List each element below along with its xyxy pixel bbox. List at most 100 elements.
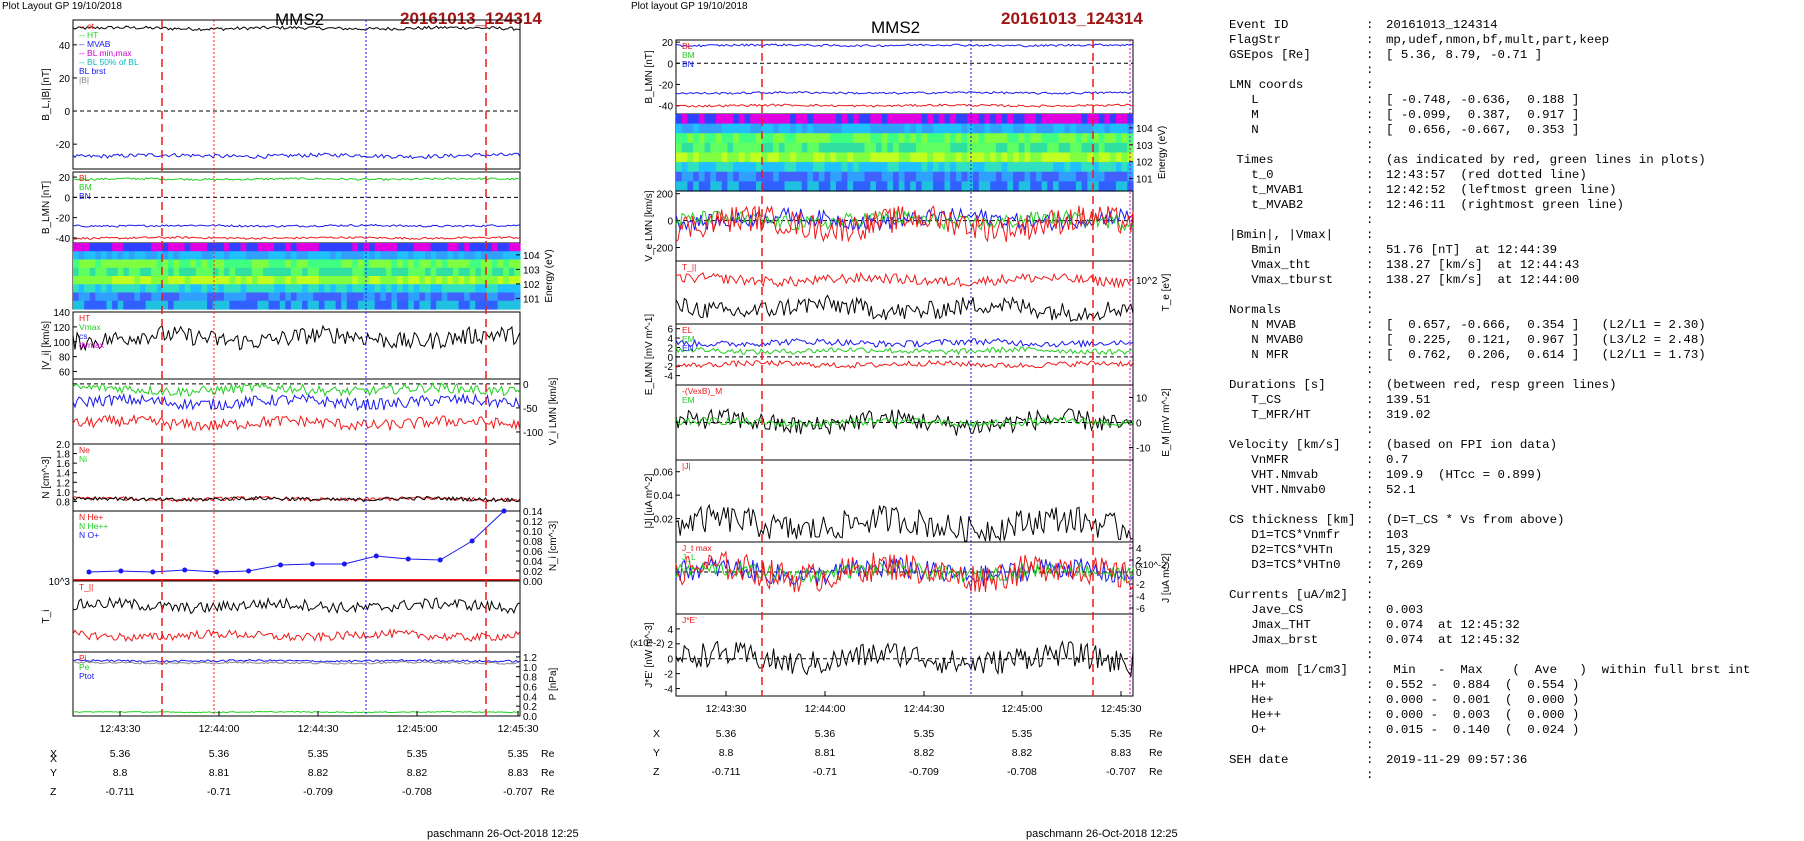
spectrogram-cell xyxy=(313,300,320,310)
right-footer: paschmann 26-Oct-2018 12:25 xyxy=(1026,828,1178,840)
spectrogram-cell xyxy=(195,300,203,310)
spectrogram-cell xyxy=(184,251,191,261)
spectrogram-cell xyxy=(904,123,911,134)
spectrogram-cell xyxy=(933,133,940,144)
spectrogram-cell xyxy=(904,142,911,154)
spectrogram-cell xyxy=(190,276,197,285)
panel-R4: 10^2 T_e [eV]T_|| xyxy=(675,260,1172,325)
spectrogram-cell xyxy=(313,267,320,277)
spectrogram-cell xyxy=(961,181,968,192)
tick-label: -4 xyxy=(1136,592,1145,603)
spectrogram-cell xyxy=(853,162,860,173)
spectrogram-cell xyxy=(156,300,163,310)
spectrogram-cell xyxy=(1115,142,1123,154)
spectrogram-cell xyxy=(173,276,180,285)
spectrogram-cell xyxy=(497,284,504,294)
spectrogram-cell xyxy=(995,142,1003,154)
spectrogram-cell xyxy=(698,152,706,163)
spectrogram-cell xyxy=(881,142,888,154)
spectrogram-cell xyxy=(967,123,974,134)
spectrogram-cell xyxy=(84,267,91,277)
info-value: 12:43:57 (red dotted line) xyxy=(1386,168,1587,182)
spectrogram-cell xyxy=(738,114,746,125)
spectrogram-cell xyxy=(251,259,258,269)
spectrogram-cell xyxy=(380,300,387,310)
tick-label: -4 xyxy=(664,372,673,383)
spectrogram-cell xyxy=(1070,181,1077,192)
spectrogram-cell xyxy=(1127,133,1134,144)
spectrogram-cell xyxy=(693,171,700,182)
spectrogram-cell xyxy=(78,259,85,269)
coord-value: 5.35 xyxy=(914,728,935,740)
info-colon: : xyxy=(1366,108,1374,122)
spectrogram-cell xyxy=(436,284,443,294)
spectrogram-cell xyxy=(251,300,258,310)
spectrogram-cell xyxy=(755,114,763,125)
spectrogram-cell xyxy=(464,259,471,269)
spectrogram-cell xyxy=(296,251,303,261)
spectrogram-cell xyxy=(944,133,951,144)
spectrogram-cell xyxy=(480,267,488,277)
tick-label: 4 xyxy=(1136,544,1142,555)
series-T_perp xyxy=(675,294,1134,322)
spectrogram-cell xyxy=(162,243,169,252)
left-event-title: 20161013_124314 xyxy=(400,9,542,28)
info-row: N MVAB0:[ 0.225, 0.121, 0.967 ] (L3/L2 =… xyxy=(1229,333,1789,348)
spectrogram-cell xyxy=(106,292,113,302)
spectrogram-cell xyxy=(430,292,437,302)
panel-frame xyxy=(675,613,1134,697)
spectrogram-cell xyxy=(503,259,510,269)
spectrogram-cell xyxy=(681,171,689,182)
info-row: : xyxy=(1229,648,1789,663)
spectrogram-cell xyxy=(184,300,191,310)
info-colon: : xyxy=(1366,663,1374,677)
spectrogram-cell xyxy=(458,300,465,310)
spectrogram-cell xyxy=(995,152,1003,163)
series-Pe xyxy=(72,710,521,714)
spectrogram-cell xyxy=(78,276,85,285)
spectrogram-cell xyxy=(773,123,780,134)
spectrogram-cell xyxy=(921,142,928,154)
spectrogram-cell xyxy=(179,267,186,277)
spectrogram-cell xyxy=(738,133,746,144)
info-colon: : xyxy=(1366,318,1374,332)
info-key: Normals xyxy=(1229,303,1282,317)
info-colon: : xyxy=(1366,153,1374,167)
spectrogram-cell xyxy=(106,243,113,252)
info-row: GSEpos [Re]:[ 5.36, 8.79, -0.71 ] xyxy=(1229,48,1789,63)
tick-label: -100 xyxy=(523,428,543,439)
spectrogram-cell xyxy=(447,267,454,277)
spectrogram-cell xyxy=(853,181,860,192)
spectrogram-cell xyxy=(369,276,376,285)
info-colon: : xyxy=(1366,198,1374,212)
info-value: (as indicated by red, green lines in plo… xyxy=(1386,153,1706,167)
info-value: [ 0.657, -0.666, 0.354 ] (L2/L1 = 2.30) xyxy=(1386,318,1706,332)
tick-label: 0.02 xyxy=(523,567,543,578)
spectrogram-cell xyxy=(687,152,694,163)
spectrogram-cell xyxy=(268,292,275,302)
spectrogram-cell xyxy=(240,267,247,277)
spectrogram-cell xyxy=(167,243,175,252)
spectrogram-cell xyxy=(380,284,387,294)
spectrogram-cell xyxy=(1115,181,1123,192)
spectrogram-cell xyxy=(346,276,353,285)
time-tick-label: 12:44:30 xyxy=(904,703,945,715)
spectrogram-cell xyxy=(262,243,270,252)
info-value: 20161013_124314 xyxy=(1386,18,1498,32)
info-row: Bmin:51.76 [nT] at 12:44:39 xyxy=(1229,243,1789,258)
spectrogram-cell xyxy=(128,300,136,310)
spectrogram-cell xyxy=(212,259,219,269)
spectrogram-cell xyxy=(140,276,147,285)
spectrogram-cell xyxy=(408,292,415,302)
spectrogram-cell xyxy=(419,300,426,310)
spectrogram-cell xyxy=(967,142,974,154)
spectrogram-cell xyxy=(687,114,694,125)
spectrogram-cell xyxy=(134,243,141,252)
spectrogram-cell xyxy=(313,276,320,285)
info-value: 52.1 xyxy=(1386,483,1416,497)
spectrogram-cell xyxy=(1053,123,1060,134)
spectrogram-cell xyxy=(990,123,997,134)
spectrogram-cell xyxy=(1035,123,1043,134)
